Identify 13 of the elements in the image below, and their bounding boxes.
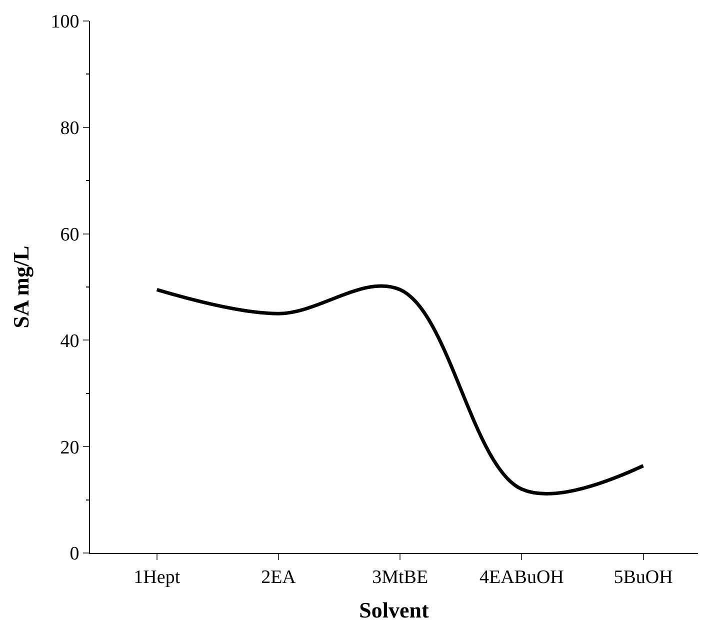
y-tick-label: 40 [60,330,80,352]
y-tick-label: 20 [60,437,80,458]
x-tick-label: 4EABuOH [479,566,564,588]
x-tick-label: 3MtBE [372,566,428,588]
y-tick-label: 80 [60,118,80,140]
y-tick-label: 60 [60,224,80,246]
y-axis-title: SA mg/L [8,246,34,328]
x-tick-label: 5BuOH [614,566,674,588]
x-tick-label: 2EA [261,566,296,588]
x-tick-label: 1Hept [134,566,181,588]
y-tick-label: 100 [50,12,80,33]
x-axis-title: Solvent [359,598,430,623]
y-tick-label: 0 [70,544,80,565]
